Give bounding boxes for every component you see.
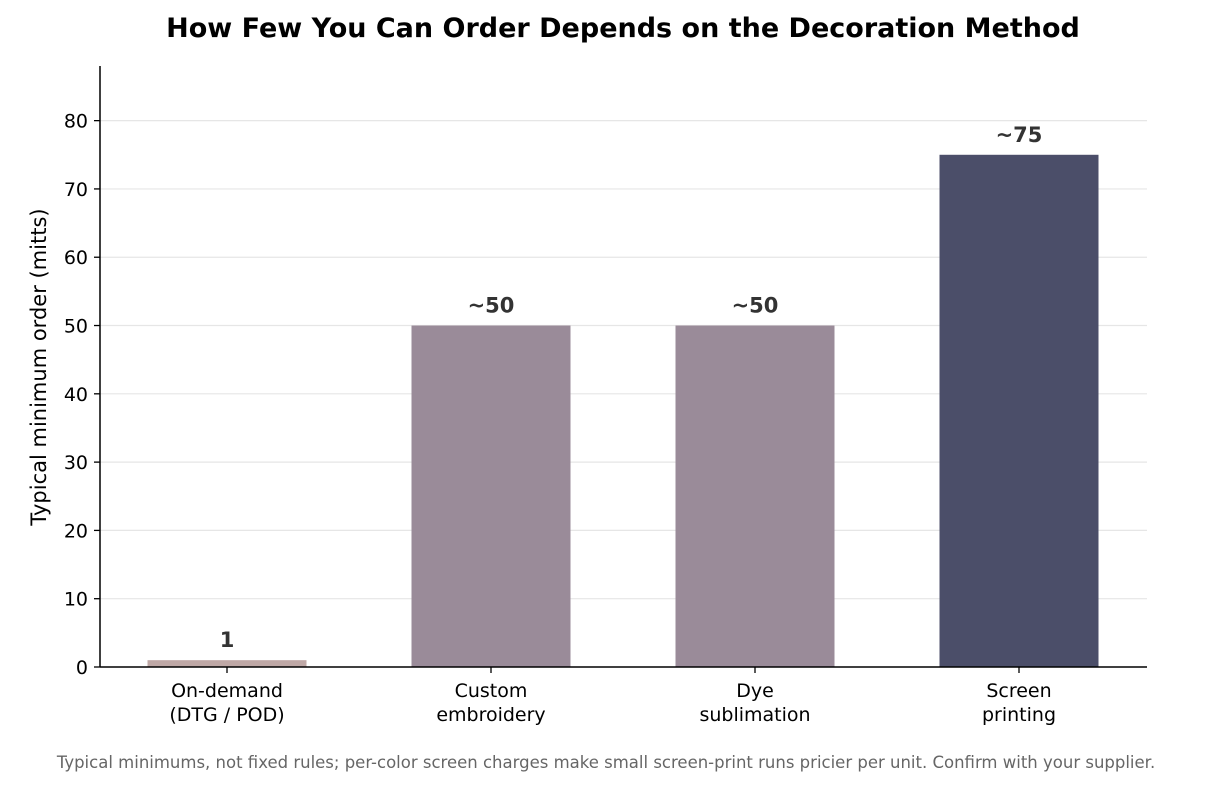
data-label: ~50 [468,294,515,318]
footnote: Typical minimums, not fixed rules; per-c… [56,753,1155,772]
chart-title: How Few You Can Order Depends on the Dec… [166,13,1080,44]
bar [411,325,571,667]
x-tick-label: printing [982,704,1056,726]
x-tick-label: Custom [455,680,528,702]
bar [939,154,1099,668]
x-tick-label: Screen [986,680,1051,702]
y-tick-label: 50 [64,316,88,338]
data-labels: 1 ~50 ~50 ~75 [220,123,1043,652]
bar [675,325,835,667]
bar [147,660,307,667]
x-tick-label: sublimation [699,704,810,726]
y-axis-label: Typical minimum order (mitts) [27,208,51,526]
y-tick-label: 70 [64,179,88,201]
x-tick-label: (DTG / POD) [169,704,284,726]
data-label: 1 [220,628,235,652]
data-label: ~75 [996,123,1043,147]
y-tick-label: 10 [64,589,88,611]
gridlines [100,120,1147,600]
y-tick-label: 30 [64,452,88,474]
x-tick-label: Dye [736,680,774,702]
y-tick-label: 0 [76,657,88,679]
y-tick-label: 20 [64,520,88,542]
bars [147,154,1099,668]
y-tick-label: 80 [64,111,88,133]
data-label: ~50 [732,294,779,318]
y-tick-label: 40 [64,384,88,406]
y-axis-ticks: 0 10 20 30 40 50 60 70 80 [64,111,100,679]
y-tick-label: 60 [64,247,88,269]
x-tick-label: On-demand [171,680,283,702]
x-tick-label: embroidery [436,704,545,726]
